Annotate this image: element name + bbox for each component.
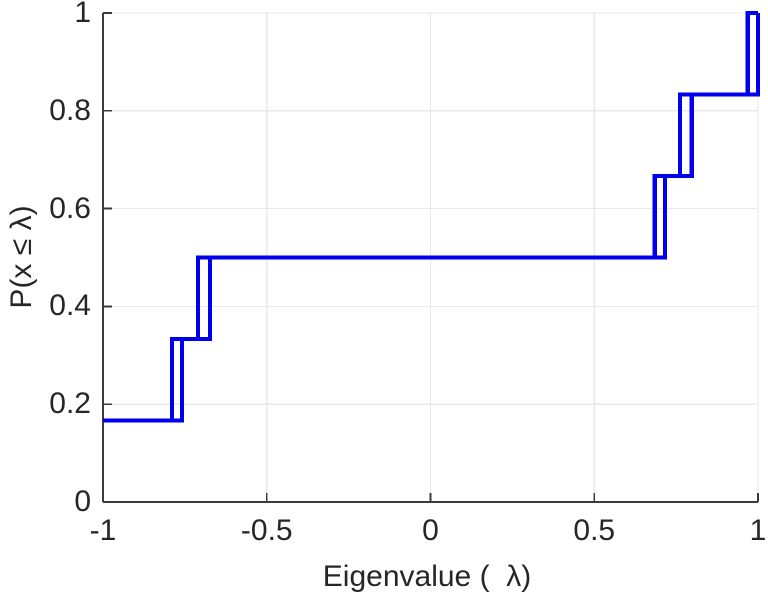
ecdf-b-curve <box>103 13 761 423</box>
x-tick-label-4: 1 <box>749 514 767 547</box>
y-tick-label-4: 0.8 <box>49 93 91 127</box>
x-axis-label: Eigenvalue ( λ) <box>322 560 532 593</box>
x-tick-label-3: 0.5 <box>573 514 616 547</box>
y-tick-label-5: 1 <box>74 0 91 29</box>
x-tick-label-2: 0 <box>422 514 439 547</box>
plot-area <box>102 10 761 503</box>
plot-svg <box>102 10 761 503</box>
y-tick-label-1: 0.2 <box>49 387 91 421</box>
ecdf-a-curve <box>103 10 758 423</box>
x-tick-label-1: -0.5 <box>240 514 293 547</box>
y-tick-label-2: 0.4 <box>49 289 91 323</box>
x-tick-label-0: -1 <box>89 514 117 547</box>
y-tick-label-0: 0 <box>74 485 91 518</box>
y-tick-label-3: 0.6 <box>49 191 91 225</box>
